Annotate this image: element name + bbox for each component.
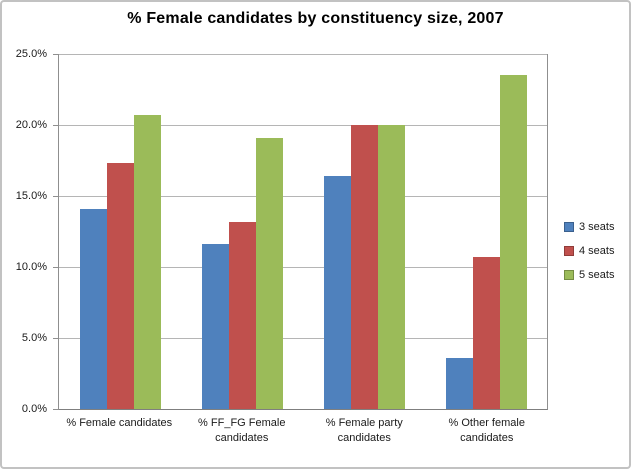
y-axis-tick [53, 338, 59, 339]
y-axis: 0.0% 5.0% 10.0% 15.0% 20.0% 25.0% [2, 48, 52, 415]
legend-label: 4 seats [579, 245, 615, 257]
gridline [59, 338, 547, 339]
gridline [59, 196, 547, 197]
bar-4-seats-1 [106, 163, 134, 409]
gridline [59, 125, 547, 126]
legend-label: 3 seats [579, 221, 615, 233]
y-tick-label: 5.0% [21, 332, 47, 344]
y-axis-tick [53, 54, 59, 55]
bar-3-seats-4 [445, 357, 473, 409]
legend-item: 3 seats [564, 221, 614, 233]
y-tick-label: 20.0% [15, 119, 47, 131]
bar-4-seats-2 [228, 221, 256, 409]
gridline [59, 54, 547, 55]
y-axis-tick [53, 409, 59, 410]
bar-5-seats-4 [499, 75, 527, 409]
legend-label: 5 seats [579, 269, 615, 281]
y-tick-label: 10.0% [15, 261, 47, 273]
y-tick-label: 25.0% [15, 48, 47, 60]
x-category-label: % Female candidates [66, 417, 173, 429]
legend-item: 4 seats [564, 245, 614, 257]
bar-3-seats-3 [323, 176, 351, 409]
x-category-label: % Other female candidates [448, 417, 525, 444]
bar-5-seats-3 [377, 125, 405, 409]
y-axis-tick [53, 196, 59, 197]
bar-5-seats-1 [133, 115, 161, 409]
x-axis: % Female candidates % FF_FG Female candid… [58, 416, 548, 446]
x-category-label: % FF_FG Female candidates [198, 417, 286, 444]
y-axis-tick [53, 267, 59, 268]
bar-3-seats-2 [201, 244, 229, 409]
legend-marker-icon [564, 246, 574, 256]
bar-5-seats-2 [255, 137, 283, 409]
y-tick-label: 0.0% [21, 403, 47, 415]
legend-marker-icon [564, 222, 574, 232]
y-axis-tick [53, 125, 59, 126]
legend: 3 seats 4 seats 5 seats [564, 221, 614, 293]
plot-area [53, 54, 548, 410]
x-category-label: % Female party candidates [325, 417, 403, 444]
legend-item: 5 seats [564, 269, 614, 281]
bar-4-seats-4 [472, 257, 500, 409]
bar-3-seats-1 [79, 208, 107, 409]
legend-marker-icon [564, 270, 574, 280]
gridline [59, 267, 547, 268]
y-tick-label: 15.0% [15, 190, 47, 202]
bar-4-seats-3 [350, 125, 378, 409]
chart-title: % Female candidates by constituency size… [127, 10, 504, 27]
